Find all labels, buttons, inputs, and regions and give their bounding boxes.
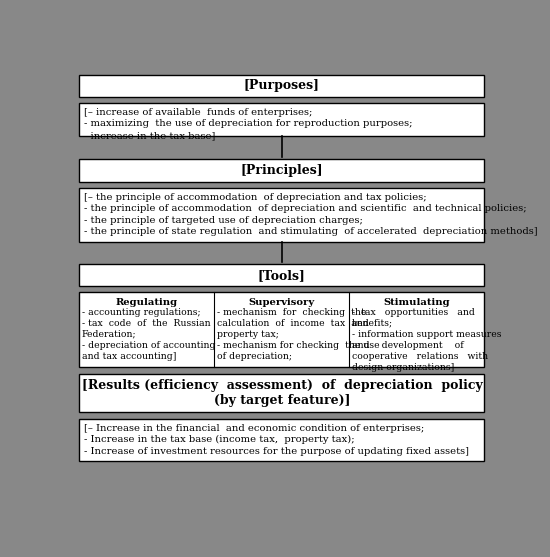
- FancyBboxPatch shape: [79, 188, 485, 242]
- Text: [Results (efficiency  assessment)  of  depreciation  policy
(by target feature)]: [Results (efficiency assessment) of depr…: [81, 379, 482, 407]
- FancyBboxPatch shape: [79, 292, 485, 367]
- FancyBboxPatch shape: [79, 103, 485, 136]
- Text: Stimulating: Stimulating: [383, 299, 450, 307]
- FancyBboxPatch shape: [79, 418, 485, 461]
- FancyBboxPatch shape: [79, 264, 485, 286]
- FancyBboxPatch shape: [79, 374, 485, 412]
- Text: Supervisory: Supervisory: [249, 299, 315, 307]
- Text: [Tools]: [Tools]: [258, 269, 306, 282]
- Text: - mechanism  for  checking  the
calculation  of  income  tax  and
property tax;
: - mechanism for checking the calculation…: [217, 308, 380, 361]
- Text: - accounting regulations;
- tax  code  of  the  Russian
Federation;
- depreciati: - accounting regulations; - tax code of …: [82, 308, 216, 361]
- Text: Regulating: Regulating: [116, 299, 178, 307]
- Text: [– Increase in the financial  and economic condition of enterprises;
- Increase : [– Increase in the financial and economi…: [84, 424, 469, 456]
- FancyBboxPatch shape: [79, 75, 485, 97]
- FancyBboxPatch shape: [79, 159, 485, 182]
- Text: [Purposes]: [Purposes]: [244, 79, 320, 92]
- Text: -  tax   opportunities   and
benefits;
- information support measures
and    dev: - tax opportunities and benefits; - info…: [352, 308, 502, 372]
- Text: [– the principle of accommodation  of depreciation and tax policies;
- the princ: [– the principle of accommodation of dep…: [84, 193, 537, 236]
- Text: [– increase of available  funds of enterprises;
- maximizing  the use of depreci: [– increase of available funds of enterp…: [84, 108, 412, 140]
- Text: [Principles]: [Principles]: [240, 164, 323, 177]
